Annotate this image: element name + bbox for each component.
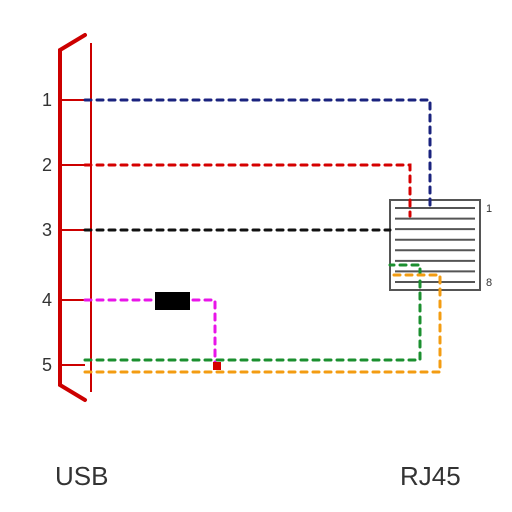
usb-pin-label-2: 2 xyxy=(42,155,52,175)
wire-pin5-green xyxy=(85,265,420,360)
wire-pin1-blue xyxy=(85,100,430,206)
usb-label: USB xyxy=(55,461,108,491)
usb-pin-label-5: 5 xyxy=(42,355,52,375)
rj45-pin-label-1: 1 xyxy=(486,203,492,215)
wire-pin2-red xyxy=(85,165,410,216)
wire-pin4-magenta xyxy=(85,300,215,365)
wire-pin5-orange xyxy=(85,275,440,372)
usb-pin-label-4: 4 xyxy=(42,290,52,310)
rj45-label: RJ45 xyxy=(400,461,461,491)
usb-pin-label-1: 1 xyxy=(42,90,52,110)
usb-pin-label-3: 3 xyxy=(42,220,52,240)
junction xyxy=(213,362,221,370)
rect-block xyxy=(155,292,190,310)
usb-connector xyxy=(60,35,85,400)
rj45-pin-label-8: 8 xyxy=(486,277,492,289)
